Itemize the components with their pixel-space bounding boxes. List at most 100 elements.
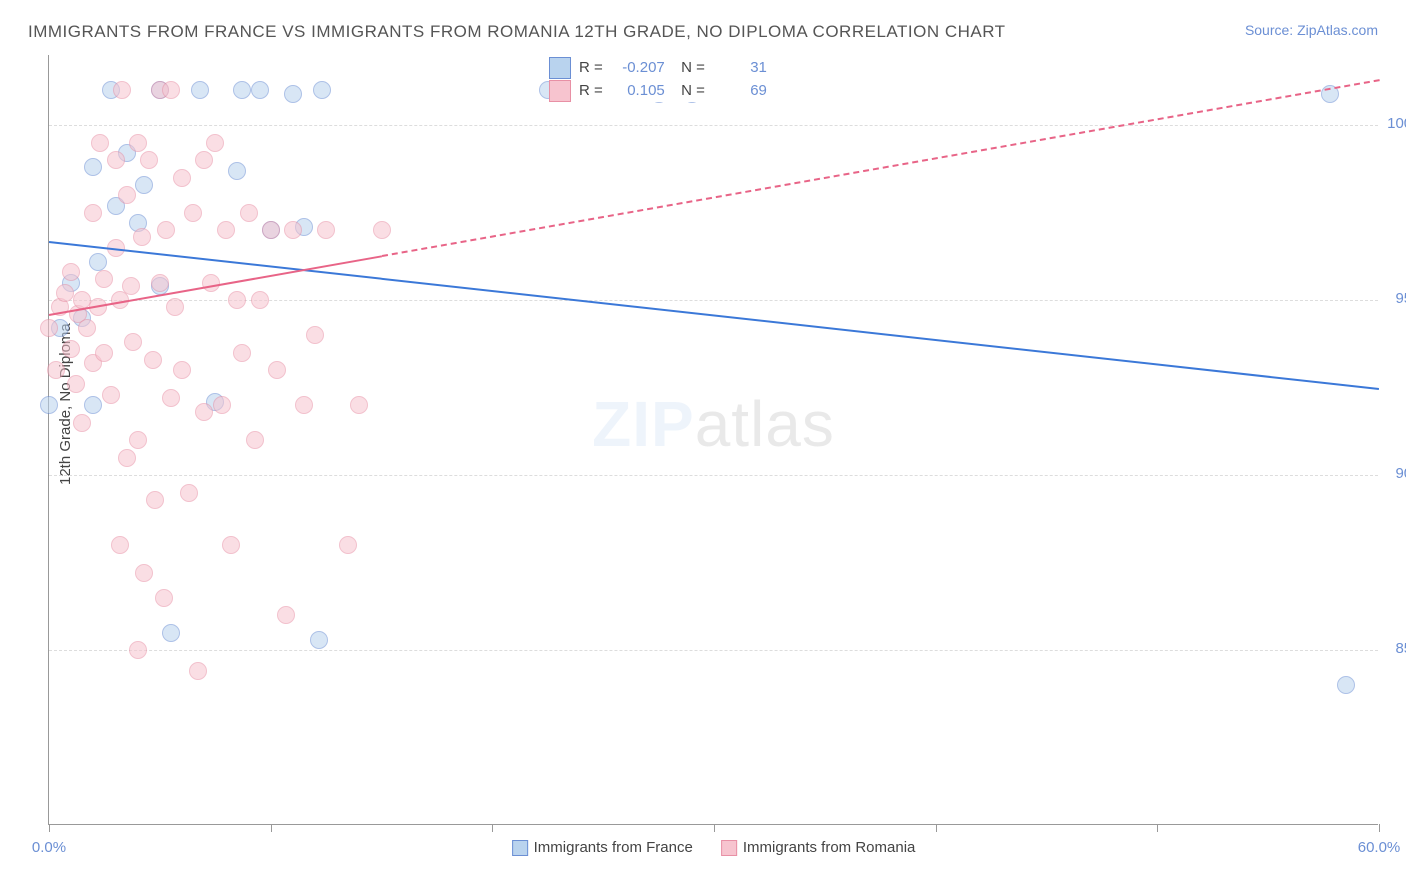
point-romania: [166, 298, 184, 316]
y-tick-label: 95.0%: [1395, 290, 1406, 307]
point-romania: [162, 81, 180, 99]
point-romania: [95, 270, 113, 288]
point-france: [191, 81, 209, 99]
point-romania: [113, 81, 131, 99]
point-romania: [151, 274, 169, 292]
point-france: [284, 85, 302, 103]
x-tick: [1379, 824, 1380, 832]
point-romania: [62, 340, 80, 358]
point-romania: [180, 484, 198, 502]
gridline: [49, 650, 1378, 651]
legend-label: Immigrants from Romania: [743, 839, 916, 856]
stats-row-romania: R =0.105 N =69: [549, 80, 767, 103]
point-romania: [228, 291, 246, 309]
swatch-romania: [549, 80, 571, 102]
point-romania: [102, 386, 120, 404]
point-romania: [202, 274, 220, 292]
point-romania: [295, 396, 313, 414]
point-romania: [262, 221, 280, 239]
point-romania: [233, 344, 251, 362]
point-romania: [155, 589, 173, 607]
point-romania: [95, 344, 113, 362]
point-romania: [91, 134, 109, 152]
point-romania: [189, 662, 207, 680]
point-france: [84, 158, 102, 176]
swatch-france: [549, 57, 571, 79]
point-romania: [78, 319, 96, 337]
point-france: [1337, 676, 1355, 694]
point-romania: [246, 431, 264, 449]
point-romania: [251, 291, 269, 309]
point-romania: [339, 536, 357, 554]
point-romania: [284, 221, 302, 239]
point-romania: [129, 134, 147, 152]
point-romania: [73, 414, 91, 432]
point-france: [233, 81, 251, 99]
point-romania: [56, 284, 74, 302]
x-tick: [49, 824, 50, 832]
point-romania: [40, 319, 58, 337]
point-romania: [173, 361, 191, 379]
y-tick-label: 85.0%: [1395, 640, 1406, 657]
point-romania: [222, 536, 240, 554]
plot-area: 12th Grade, No Diploma ZIPatlas R =-0.20…: [48, 55, 1378, 825]
point-romania: [107, 151, 125, 169]
y-tick-label: 90.0%: [1395, 465, 1406, 482]
point-romania: [350, 396, 368, 414]
x-tick-label: 0.0%: [32, 839, 66, 856]
point-romania: [162, 389, 180, 407]
stats-row-france: R =-0.207 N =31: [549, 57, 767, 80]
point-romania: [217, 221, 235, 239]
point-romania: [140, 151, 158, 169]
legend-swatch-france: [512, 840, 528, 856]
trend-line-extrapolated: [381, 80, 1379, 258]
legend-item-romania: Immigrants from Romania: [721, 839, 916, 856]
point-romania: [213, 396, 231, 414]
point-romania: [129, 641, 147, 659]
point-romania: [277, 606, 295, 624]
source-credit: Source: ZipAtlas.com: [1245, 22, 1378, 38]
point-romania: [122, 277, 140, 295]
x-tick-label: 60.0%: [1358, 839, 1401, 856]
point-romania: [62, 263, 80, 281]
gridline: [49, 125, 1378, 126]
chart-title: IMMIGRANTS FROM FRANCE VS IMMIGRANTS FRO…: [28, 22, 1006, 42]
point-romania: [111, 536, 129, 554]
point-france: [251, 81, 269, 99]
point-romania: [84, 204, 102, 222]
point-romania: [135, 564, 153, 582]
legend-label: Immigrants from France: [534, 839, 693, 856]
point-romania: [173, 169, 191, 187]
point-romania: [240, 204, 258, 222]
correlation-stats-box: R =-0.207 N =31 R =0.105 N =69: [549, 57, 767, 102]
x-tick: [492, 824, 493, 832]
point-romania: [373, 221, 391, 239]
legend-swatch-romania: [721, 840, 737, 856]
point-romania: [124, 333, 142, 351]
point-romania: [133, 228, 151, 246]
point-romania: [184, 204, 202, 222]
legend-item-france: Immigrants from France: [512, 839, 693, 856]
y-tick-label: 100.0%: [1387, 115, 1406, 132]
point-romania: [195, 403, 213, 421]
point-france: [162, 624, 180, 642]
point-romania: [67, 375, 85, 393]
x-tick: [271, 824, 272, 832]
point-romania: [47, 361, 65, 379]
point-romania: [317, 221, 335, 239]
point-france: [310, 631, 328, 649]
point-romania: [306, 326, 324, 344]
point-romania: [268, 361, 286, 379]
gridline: [49, 475, 1378, 476]
x-tick: [936, 824, 937, 832]
point-romania: [144, 351, 162, 369]
x-tick: [714, 824, 715, 832]
point-france: [135, 176, 153, 194]
point-france: [313, 81, 331, 99]
gridline: [49, 300, 1378, 301]
watermark: ZIPatlas: [592, 387, 835, 461]
point-france: [89, 253, 107, 271]
legend: Immigrants from France Immigrants from R…: [512, 839, 916, 856]
point-romania: [118, 186, 136, 204]
x-tick: [1157, 824, 1158, 832]
